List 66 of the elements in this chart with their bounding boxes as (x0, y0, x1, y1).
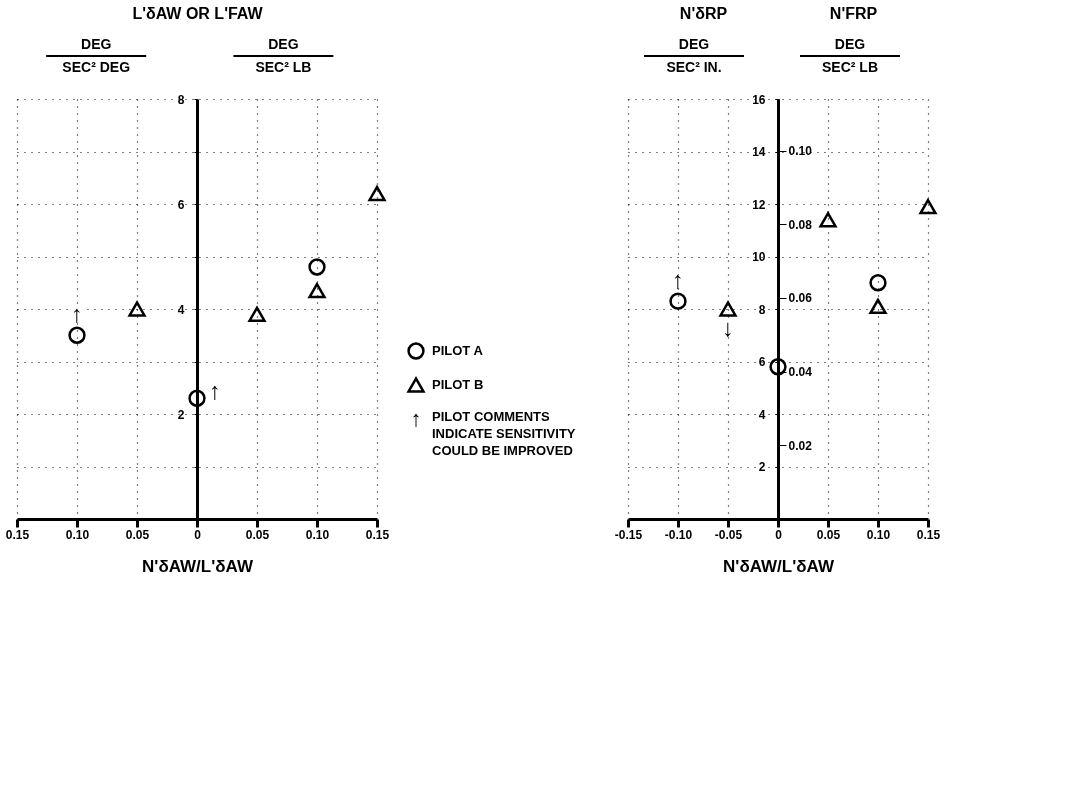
point (819, 212, 837, 228)
y-tick-label: 4 (758, 407, 766, 422)
text: SEC² LB (255, 59, 312, 75)
text: DEG (268, 36, 299, 52)
y-tick-label: 4 (177, 302, 185, 317)
text: SEC² IN. (666, 59, 722, 75)
y2-axis-title: N'FRP (829, 4, 878, 22)
x-tick-label: 0.15 (916, 527, 941, 542)
y2-tick-label: 0.06 (788, 291, 813, 306)
x-axis-title: N'δAW/L'δAW (723, 556, 835, 576)
x-tick-label: 0.10 (65, 527, 90, 542)
x-tick-label: 0.05 (245, 527, 270, 542)
y-tick-label: 2 (758, 460, 766, 474)
y-tick-label: 6 (177, 197, 185, 212)
y-tick-label: 12 (752, 197, 766, 212)
y2-tick-label: 0.08 (788, 217, 813, 232)
point (248, 306, 266, 322)
point (919, 198, 937, 215)
x-tick-label: -0.15 (614, 527, 643, 542)
text: SEC² LB (822, 59, 878, 75)
annotation: ↑ (672, 266, 684, 294)
x-tick-label: 0.05 (816, 527, 841, 542)
legend-label: PILOT B (432, 377, 484, 392)
point (669, 292, 687, 310)
text: DEG (834, 36, 866, 52)
y2-tick-label: 0.04 (788, 365, 813, 380)
y-tick-label: 6 (758, 355, 766, 369)
point (308, 282, 326, 299)
text: DEG (678, 36, 710, 52)
legend-label: PILOT A (432, 343, 484, 358)
point (128, 301, 146, 317)
y-axis-title: N'δRP (679, 4, 728, 22)
x-tick-label: 0.15 (365, 527, 390, 542)
point (869, 274, 887, 292)
annotation: ↓ (722, 314, 734, 341)
y-tick-label: 16 (752, 92, 766, 107)
x-tick-label: 0.10 (866, 527, 891, 542)
point (308, 258, 326, 276)
x-tick-label: -0.05 (714, 527, 743, 542)
point (719, 301, 737, 317)
text: DEG (81, 36, 112, 52)
point (368, 185, 386, 202)
y-tick-label: 14 (752, 145, 766, 159)
x-tick-label: 0 (775, 527, 783, 542)
x-tick-label: 0.15 (5, 527, 30, 542)
x-axis-title: N'δAW/L'δAW (142, 556, 254, 576)
y-tick-label: 10 (752, 250, 766, 264)
x-tick-label: 0.10 (305, 527, 330, 542)
y-tick-label: 8 (177, 92, 185, 107)
y2-tick-label: 0.02 (788, 438, 813, 453)
x-tick-label: -0.10 (664, 527, 693, 542)
x-tick-label: 0.05 (125, 527, 150, 542)
y-tick-label: 2 (177, 407, 185, 422)
text: SEC² DEG (62, 59, 131, 75)
point (869, 298, 887, 315)
annotation: ↑ (209, 377, 221, 405)
y2-tick-label: 0.10 (788, 144, 813, 159)
y-tick-label: 8 (758, 302, 766, 317)
text: PILOT COMMENTS INDICATE SENSITIVITY COULD BE IMPROVED (432, 409, 576, 458)
point (68, 326, 86, 344)
text: ↑ (410, 406, 422, 431)
x-tick-label: 0 (194, 527, 202, 542)
annotation: ↑ (71, 300, 83, 328)
point (188, 389, 206, 407)
point (769, 358, 787, 376)
y-axis-title: L'δAW OR L'FAW (132, 4, 264, 22)
